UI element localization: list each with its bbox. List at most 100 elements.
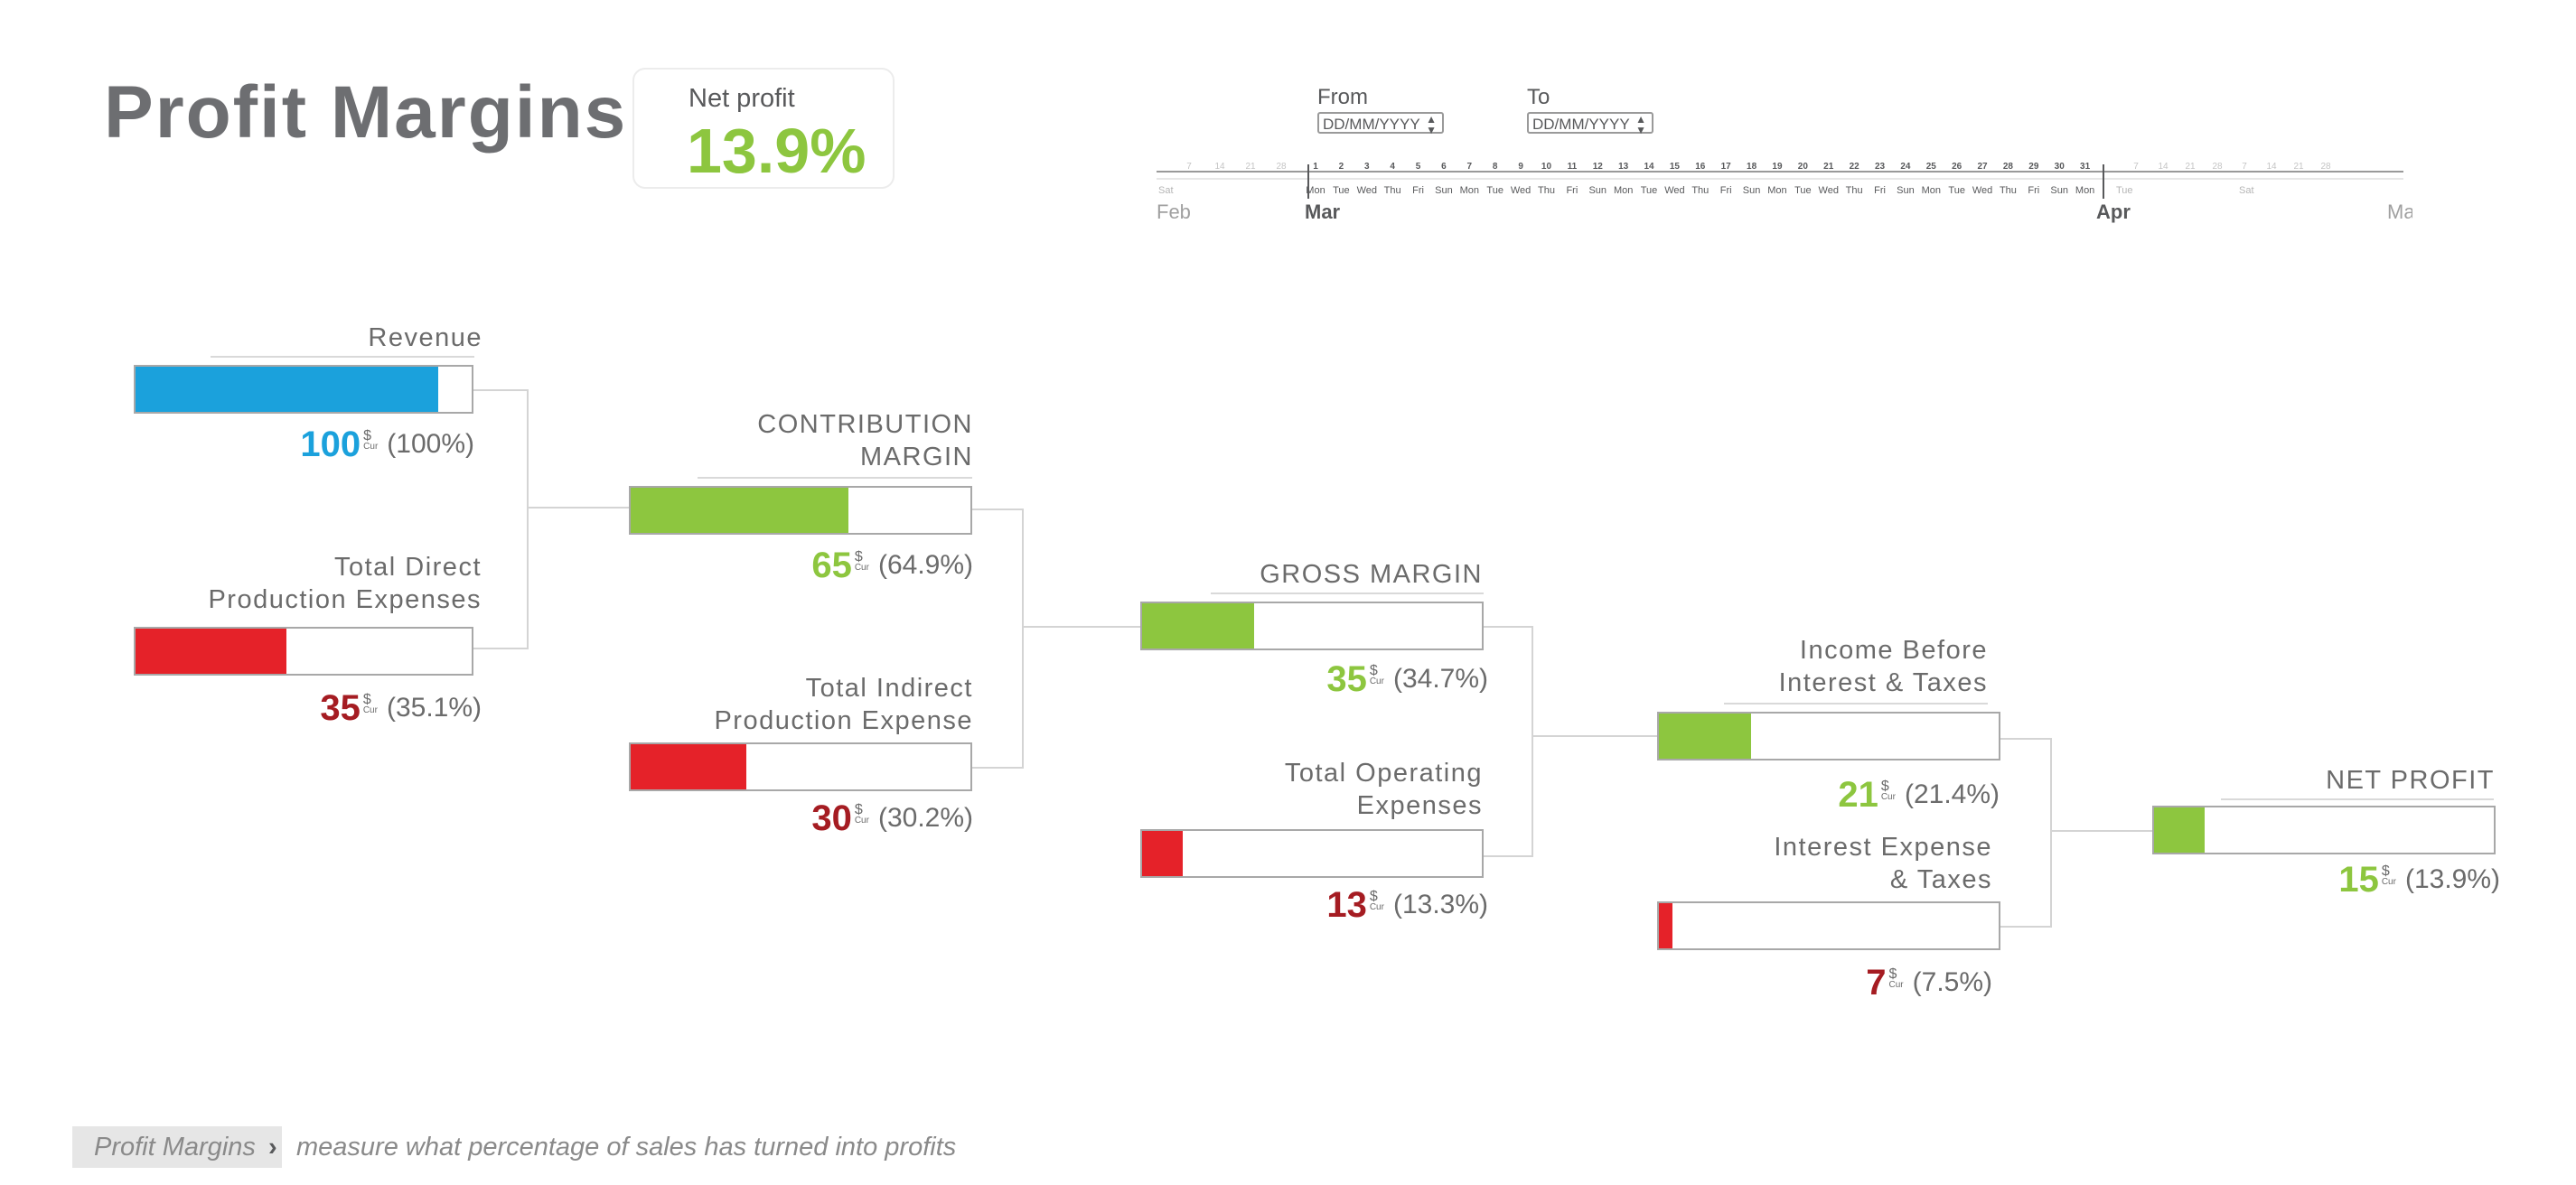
timeline-weekday-label: Fri [1874,185,1886,196]
timeline-day-label: 28 [2212,162,2223,172]
operating-expenses-bar [1140,829,1484,878]
timeline-weekday-label: Tue [1333,185,1350,196]
timeline-day-label: 3 [1364,162,1370,172]
timeline-day-label: 8 [1493,162,1498,172]
currency-code: Cur [2381,877,2396,887]
timeline-weekday-label: Mon [1922,185,1941,196]
contribution-margin-label-line2: MARGIN [860,443,973,471]
spinner-icon[interactable]: ▲ ▼ [1426,113,1437,136]
timeline-weekday-label: Thu [1691,185,1709,196]
timeline-weekday-label: Mon [1460,185,1479,196]
currency-unit: $ Cur [854,802,869,826]
currency-unit: $ Cur [362,692,378,715]
operating-expenses-label: Total Operating Expenses [1285,757,1483,822]
timeline-day-label: 18 [1747,162,1757,172]
ebit-amount: 21 [1838,775,1878,815]
timeline-day-label: 27 [1978,162,1989,172]
interest-taxes-amount: 7 [1866,963,1887,1003]
date-to-placeholder: DD/MM/YYYY [1532,116,1630,133]
ebit-percent: (21.4%) [1904,779,2000,809]
net-profit-value: 13.9% [687,116,866,186]
net-profit-bar-fill [2154,807,2206,853]
timeline-month-label: Apr [2096,201,2131,223]
timeline-weekday-label: Thu [2000,185,2017,196]
page-title: Profit Margins [104,71,628,154]
direct-expenses-label: Total Direct Production Expenses [208,551,482,616]
timeline-day-label: 21 [2185,162,2196,172]
timeline-weekday-label: Fri [1720,185,1732,196]
timeline-weekday-label: Wed [1664,185,1684,196]
currency-code: Cur [854,563,869,573]
contribution-margin-underline [698,477,972,479]
net-profit-card: Net profit 13.9% [632,68,895,189]
currency-symbol: $ [854,802,863,817]
date-from-input[interactable]: DD/MM/YYYY ▲ ▼ [1317,112,1444,136]
timeline-weekday-label: Sat [2239,185,2254,196]
direct-expenses-value: 35 $ Cur (35.1%) [320,688,482,728]
date-timeline[interactable]: 7 14 21 28 Sat 1 Mon 2 Tue 3 Wed 4 Thu 5 Fri 6 Sun 7 Mon 8 T… [1157,157,2425,238]
revenue-percent: (100%) [387,429,474,459]
timeline-weekday-label: Thu [1538,185,1555,196]
timeline-weekday-label: Thu [1846,185,1863,196]
timeline-day-label: 30 [2055,162,2065,172]
timeline-weekday-label: Tue [2116,185,2133,196]
date-to-input[interactable]: DD/MM/YYYY ▲ ▼ [1527,112,1653,136]
currency-symbol: $ [362,692,371,707]
currency-code: Cur [1888,980,1904,990]
timeline-day-label: 14 [1214,162,1225,172]
net-profit-amount: 15 [2338,860,2379,900]
timeline-weekday-label: Tue [1948,185,1965,196]
direct-expenses-label-line2: Production Expenses [208,585,482,614]
indirect-expense-bar [629,742,972,791]
gross-margin-bar-fill [1142,603,1255,648]
timeline-svg[interactable]: 7 14 21 28 Sat 1 Mon 2 Tue 3 Wed 4 Thu 5 Fri 6 Sun 7 Mon 8 T… [1157,157,2425,238]
timeline-day-label: 15 [1670,162,1681,172]
ebit-underline [1724,703,1988,704]
direct-expenses-label-line1: Total Direct [333,553,482,582]
timeline-weekday-label: Mon [1767,185,1786,196]
spinner-icon[interactable]: ▲ ▼ [1635,113,1646,136]
currency-code: Cur [362,705,378,715]
timeline-weekday-label: Wed [1511,185,1531,196]
timeline-day-label: 10 [1541,162,1552,172]
timeline-day-label: 14 [1644,162,1654,172]
gross-margin-label: GROSS MARGIN [1260,560,1483,589]
direct-expenses-bar [134,627,473,676]
currency-code: Cur [1369,676,1384,686]
timeline-day-label: 7 [1467,162,1473,172]
timeline-day-label: 17 [1721,162,1732,172]
timeline-month-label: May [2387,201,2412,223]
revenue-value: 100 $ Cur (100%) [300,425,474,464]
timeline-day-label: 25 [1926,162,1937,172]
ebit-label-line2: Interest & Taxes [1778,668,1988,697]
timeline-weekday-label: Fri [2028,185,2039,196]
timeline-day-label: 28 [1276,162,1287,172]
operating-expenses-bar-fill [1142,831,1184,876]
currency-symbol: $ [1369,889,1378,904]
currency-symbol: $ [854,549,863,565]
interest-taxes-bar-fill [1659,903,1673,948]
net-profit-node-label: NET PROFIT [2326,766,2495,795]
timeline-weekday-label: Wed [1357,185,1377,196]
timeline-weekday-label: Wed [1972,185,1992,196]
timeline-day-label: 14 [2158,162,2169,172]
contribution-margin-label-line1: CONTRIBUTION [757,410,973,439]
operating-expenses-label-line2: Expenses [1356,791,1483,820]
indirect-expense-percent: (30.2%) [877,803,973,833]
timeline-day-label: 22 [1850,162,1860,172]
currency-symbol: $ [2381,863,2390,879]
direct-expenses-amount: 35 [320,688,361,728]
timeline-weekday-label: Thu [1384,185,1401,196]
contribution-margin-label: CONTRIBUTION MARGIN [757,408,973,473]
net-profit-percent: (13.9%) [2404,864,2500,894]
footer-tag[interactable]: Profit Margins › [72,1126,282,1168]
indirect-expense-label: Total Indirect Production Expense [714,672,973,737]
currency-code: Cur [363,442,379,452]
timeline-day-label: 16 [1695,162,1706,172]
timeline-day-label: 23 [1875,162,1886,172]
footer-description: measure what percentage of sales has tur… [296,1133,957,1162]
timeline-day-label: 31 [2080,162,2091,172]
timeline-day-label: 4 [1390,162,1395,172]
timeline-weekday-label: Mon [2075,185,2094,196]
currency-symbol: $ [1369,663,1378,678]
